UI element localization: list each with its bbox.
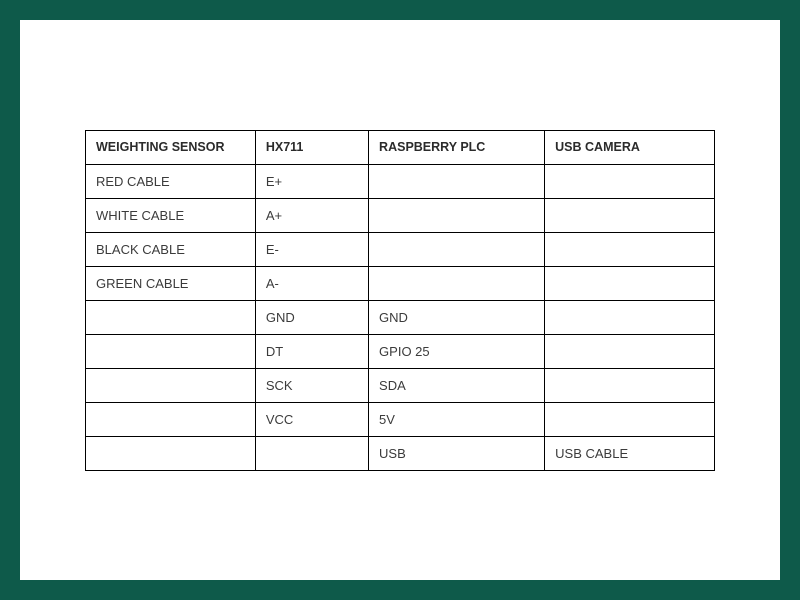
cell <box>86 300 256 334</box>
page-frame: WEIGHTING SENSOR HX711 RASPBERRY PLC USB… <box>20 20 780 580</box>
cell: 5V <box>369 402 545 436</box>
cell <box>86 402 256 436</box>
table-header-row: WEIGHTING SENSOR HX711 RASPBERRY PLC USB… <box>86 130 715 164</box>
wiring-table: WEIGHTING SENSOR HX711 RASPBERRY PLC USB… <box>85 130 715 471</box>
table-row: WHITE CABLE A+ <box>86 198 715 232</box>
table-row: GREEN CABLE A- <box>86 266 715 300</box>
table-row: DT GPIO 25 <box>86 334 715 368</box>
cell <box>369 232 545 266</box>
table-row: SCK SDA <box>86 368 715 402</box>
cell <box>545 266 715 300</box>
cell <box>545 198 715 232</box>
cell: A+ <box>255 198 368 232</box>
table-row: BLACK CABLE E- <box>86 232 715 266</box>
cell <box>86 334 256 368</box>
cell: GND <box>369 300 545 334</box>
table-row: RED CABLE E+ <box>86 164 715 198</box>
cell: SDA <box>369 368 545 402</box>
cell: USB CABLE <box>545 436 715 470</box>
cell <box>86 436 256 470</box>
cell: GREEN CABLE <box>86 266 256 300</box>
cell <box>369 266 545 300</box>
cell: VCC <box>255 402 368 436</box>
col-header: RASPBERRY PLC <box>369 130 545 164</box>
cell <box>369 198 545 232</box>
cell <box>545 368 715 402</box>
cell <box>369 164 545 198</box>
cell: A- <box>255 266 368 300</box>
cell: BLACK CABLE <box>86 232 256 266</box>
cell <box>545 334 715 368</box>
cell <box>545 232 715 266</box>
cell: WHITE CABLE <box>86 198 256 232</box>
cell: USB <box>369 436 545 470</box>
cell: GND <box>255 300 368 334</box>
col-header: HX711 <box>255 130 368 164</box>
cell: E+ <box>255 164 368 198</box>
table-row: GND GND <box>86 300 715 334</box>
table-row: USB USB CABLE <box>86 436 715 470</box>
cell: SCK <box>255 368 368 402</box>
table-row: VCC 5V <box>86 402 715 436</box>
cell <box>545 300 715 334</box>
col-header: WEIGHTING SENSOR <box>86 130 256 164</box>
wiring-table-container: WEIGHTING SENSOR HX711 RASPBERRY PLC USB… <box>85 130 715 471</box>
cell <box>545 164 715 198</box>
cell <box>545 402 715 436</box>
cell <box>86 368 256 402</box>
cell: GPIO 25 <box>369 334 545 368</box>
cell: E- <box>255 232 368 266</box>
cell: DT <box>255 334 368 368</box>
cell <box>255 436 368 470</box>
cell: RED CABLE <box>86 164 256 198</box>
col-header: USB CAMERA <box>545 130 715 164</box>
